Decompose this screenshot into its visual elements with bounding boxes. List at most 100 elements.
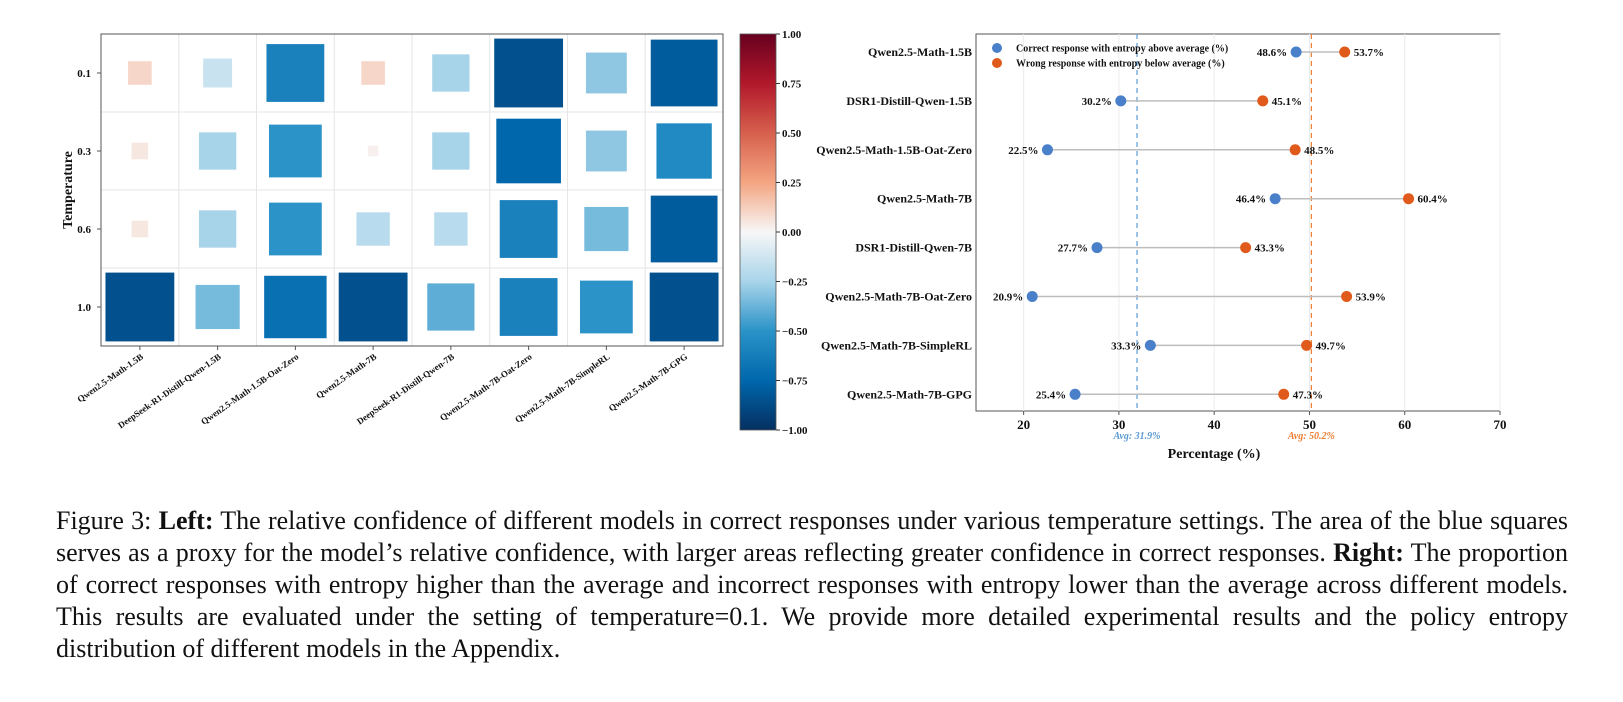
caption-left-text: The relative confidence of different mod… [56, 506, 1568, 567]
heatmap-cell-0-1-qwen2-5-math-7b-oat-zero [494, 38, 564, 108]
heatmap-cell-0-6-deepseek-r1-distill-qwen-1-5b [198, 210, 237, 248]
data-label-correct: 30.2% [1082, 96, 1112, 108]
heatmap-cell-0-6-qwen2-5-math-7b [356, 212, 390, 246]
heatmap-cell-0-1-qwen2-5-math-7b [361, 61, 385, 85]
heatmap-cell-0-6-qwen2-5-math-1-5b-oat-zero [268, 202, 322, 256]
dumbbell-category-label: Qwen2.5-Math-7B [877, 192, 972, 206]
dumbbell-xtick-label: 70 [1494, 417, 1507, 432]
colorbar-tick-label: −0.75 [782, 376, 808, 388]
average-reference-label: Avg: 50.2% [1287, 431, 1335, 442]
colorbar-tick-label: 0.75 [782, 79, 802, 91]
heatmap-cell-0-3-qwen2-5-math-7b [367, 145, 379, 157]
heatmap-cell-0-1-qwen2-5-math-1-5b-oat-zero [266, 44, 325, 102]
heatmap-cell-1-0-deepseek-r1-distill-qwen-7b [427, 283, 475, 331]
point-correct-dsr1-distill-qwen-1-5b [1115, 95, 1127, 107]
heatmap-cell-1-0-qwen2-5-math-7b-oat-zero [499, 278, 558, 336]
point-correct-qwen2-5-math-1-5b [1290, 46, 1302, 58]
colorbar-tick-label: −1.00 [782, 425, 808, 437]
heatmap-cell-0-3-qwen2-5-math-1-5b [131, 142, 149, 160]
point-correct-qwen2-5-math-7b [1269, 193, 1281, 205]
heatmap-cell-1-0-qwen2-5-math-1-5b [105, 272, 175, 342]
heatmap-cell-0-3-deepseek-r1-distill-qwen-1-5b [198, 132, 237, 170]
dumbbell-xlabel: Percentage (%) [1168, 447, 1261, 462]
legend-label: Correct response with entropy above aver… [1016, 44, 1228, 55]
dumbbell-category-label: Qwen2.5-Math-7B-SimpleRL [821, 338, 972, 352]
point-wrong-qwen2-5-math-7b-oat-zero [1341, 291, 1353, 302]
point-wrong-qwen2-5-math-7b-gpg [1278, 388, 1290, 400]
heatmap-col-label: Qwen2.5-Math-7B-GPG [607, 351, 690, 413]
heatmap-cell-1-0-qwen2-5-math-7b-gpg [649, 272, 719, 342]
dumbbell-category-label: DSR1-Distill-Qwen-7B [855, 241, 972, 255]
data-label-correct: 22.5% [1008, 145, 1038, 157]
heatmap-cell-0-1-deepseek-r1-distill-qwen-7b [432, 54, 470, 92]
heatmap-cell-0-1-deepseek-r1-distill-qwen-1-5b [203, 58, 233, 88]
heatmap-cell-1-0-qwen2-5-math-7b-simplerl [579, 280, 633, 334]
point-wrong-qwen2-5-math-1-5b [1339, 46, 1351, 58]
heatmap-cell-1-0-qwen2-5-math-1-5b-oat-zero [264, 275, 327, 339]
heatmap-cell-0-1-qwen2-5-math-1-5b [128, 61, 152, 85]
heatmap-col-label: Qwen2.5-Math-1.5B [75, 351, 145, 404]
point-correct-dsr1-distill-qwen-7b [1091, 242, 1103, 254]
heatmap-row-label: 1.0 [77, 302, 91, 314]
colorbar-tick-label: 0.25 [782, 178, 802, 190]
heatmap-cell-0-1-qwen2-5-math-7b-gpg [650, 39, 718, 107]
heatmap-cell-1-0-qwen2-5-math-7b [338, 272, 408, 342]
average-reference-label: Avg: 31.9% [1112, 431, 1160, 442]
data-label-correct: 46.4% [1236, 194, 1266, 206]
legend-label: Wrong response with entropy below averag… [1016, 59, 1225, 70]
dumbbell-category-label: Qwen2.5-Math-1.5B-Oat-Zero [816, 143, 972, 157]
colorbar-tick-label: −0.25 [782, 277, 808, 289]
heatmap-cell-0-3-qwen2-5-math-7b-simplerl [585, 130, 627, 172]
colorbar: 1.00 0.75 0.50 0.25 0.00 −0.25 −0.50 −0.75 −1.00 [739, 29, 808, 437]
caption-right-text: The proportion of correct responses with… [56, 538, 1568, 663]
dumbbell-xtick-label: 50 [1303, 417, 1316, 432]
heatmap-frame [100, 33, 724, 347]
point-correct-qwen2-5-math-1-5b-oat-zero [1041, 144, 1053, 156]
point-wrong-dsr1-distill-qwen-1-5b [1257, 95, 1269, 107]
figure: 0.10.30.61.0 Qwen2.5-Math-1.5BDeepSeek-R… [61, 29, 1507, 462]
data-label-correct: 27.7% [1058, 243, 1088, 255]
heatmap-row-label: 0.3 [77, 146, 91, 158]
dumbbell-category-label: DSR1-Distill-Qwen-1.5B [846, 94, 972, 108]
point-correct-qwen2-5-math-7b-oat-zero [1026, 291, 1038, 302]
heatmap-cell-1-0-deepseek-r1-distill-qwen-1-5b [195, 284, 240, 330]
data-label-correct: 25.4% [1036, 389, 1066, 401]
heatmap-cell-0-3-deepseek-r1-distill-qwen-7b [432, 132, 470, 170]
heatmap-cell-0-6-qwen2-5-math-7b-oat-zero [499, 200, 558, 258]
data-label-correct: 48.6% [1257, 47, 1287, 59]
heatmap-ylabel: Temperature [61, 151, 76, 229]
legend-marker [992, 43, 1002, 53]
caption-left-label: Left: [158, 506, 214, 535]
heatmap-row-label: 0.1 [77, 68, 91, 80]
heatmap-chart: 0.10.30.61.0 Qwen2.5-Math-1.5BDeepSeek-R… [61, 33, 724, 430]
dumbbell-xtick-label: 60 [1398, 417, 1411, 432]
data-label-correct: 20.9% [993, 292, 1023, 304]
data-label-wrong: 60.4% [1418, 194, 1448, 206]
colorbar-tick-label: −0.50 [782, 326, 808, 338]
data-label-wrong: 48.5% [1304, 145, 1334, 157]
dumbbell-category-label: Qwen2.5-Math-7B-Oat-Zero [825, 290, 972, 304]
point-correct-qwen2-5-math-7b-gpg [1069, 388, 1081, 400]
dumbbell-category-label: Qwen2.5-Math-1.5B [868, 45, 972, 59]
heatmap-cell-0-6-deepseek-r1-distill-qwen-7b [434, 212, 468, 246]
heatmap-cell-0-6-qwen2-5-math-1-5b [131, 220, 149, 238]
colorbar-tick-label: 0.00 [782, 227, 802, 239]
data-label-wrong: 53.7% [1354, 47, 1384, 59]
dumbbell-xtick-label: 20 [1017, 417, 1030, 432]
data-label-wrong: 49.7% [1316, 340, 1346, 352]
point-wrong-dsr1-distill-qwen-7b [1240, 242, 1252, 254]
dumbbell-xtick-label: 30 [1112, 417, 1125, 432]
heatmap-cell-0-1-qwen2-5-math-7b-simplerl [585, 52, 627, 94]
dumbbell-xtick-label: 40 [1208, 417, 1221, 432]
legend: Correct response with entropy above aver… [992, 43, 1228, 70]
colorbar-tick-label: 1.00 [782, 29, 802, 41]
legend-marker [992, 58, 1002, 68]
caption-prefix: Figure 3: [56, 506, 159, 535]
colorbar-tick-label: 0.50 [782, 128, 802, 140]
heatmap-cell-0-6-qwen2-5-math-7b-gpg [650, 195, 718, 263]
point-correct-qwen2-5-math-7b-simplerl [1144, 339, 1156, 351]
heatmap-cell-0-6-qwen2-5-math-7b-simplerl [584, 206, 629, 252]
colorbar-gradient [739, 33, 777, 431]
heatmap-cell-0-3-qwen2-5-math-1-5b-oat-zero [268, 124, 322, 178]
heatmap-col-label: Qwen2.5-Math-7B [314, 351, 378, 400]
